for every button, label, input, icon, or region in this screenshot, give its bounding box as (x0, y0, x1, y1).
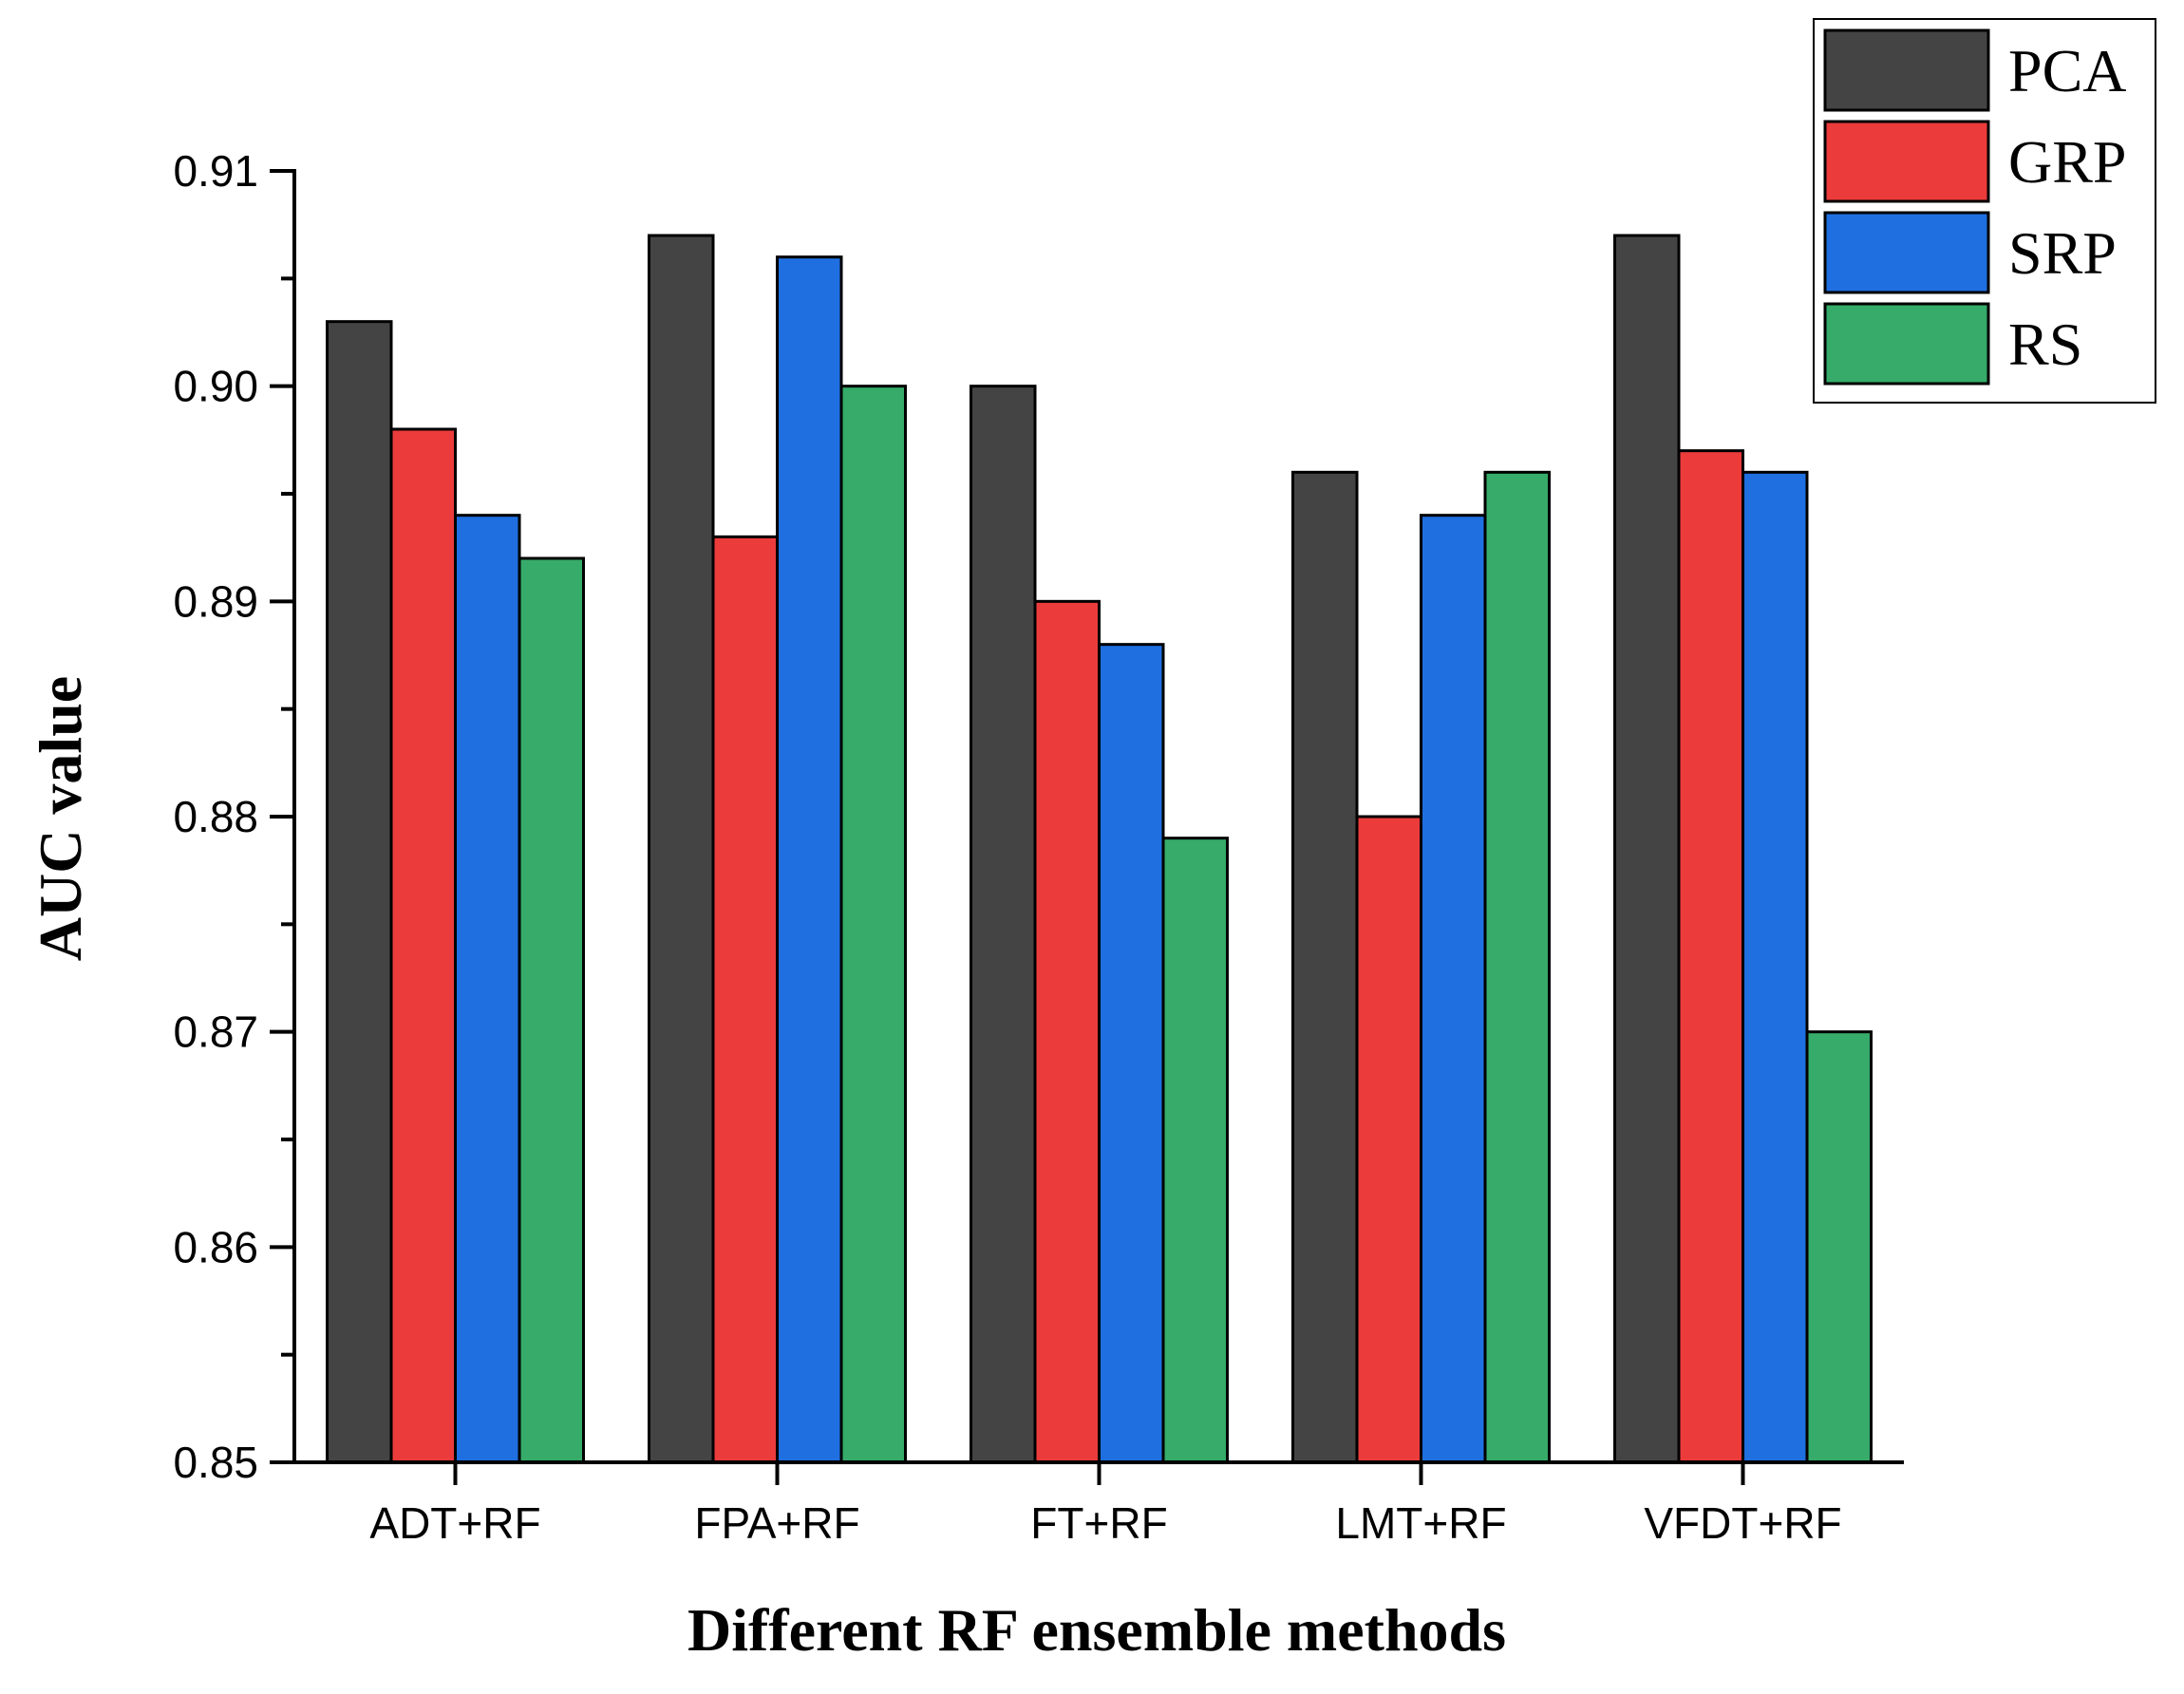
bars-group (326, 234, 1873, 1464)
bar-srp-ft-rf (1098, 643, 1165, 1464)
bar-srp-adt-rf (454, 514, 521, 1464)
y-axis-title: AUC value (27, 676, 94, 961)
y-ticks-group: 0.85 0.86 0.87 0.88 0.89 0.90 0.91 (173, 146, 294, 1487)
bar-srp-vfdt-rf (1742, 470, 1809, 1464)
bar-pca-lmt-rf (1291, 470, 1359, 1464)
legend-label-srp: SRP (2008, 219, 2117, 287)
x-ticks-group: ADT+RF FPA+RF FT+RF LMT+RF VFDT+RF (369, 1462, 1842, 1548)
legend: PCA GRP SRP RS (1813, 18, 2156, 404)
y-tick-label: 0.90 (173, 362, 258, 411)
legend-swatch-pca (1823, 28, 1990, 112)
x-tick-label: ADT+RF (369, 1498, 540, 1548)
y-tick-label: 0.87 (173, 1007, 258, 1057)
bar-grp-adt-rf (389, 427, 457, 1464)
y-tick-label: 0.91 (173, 146, 258, 196)
bar-rs-lmt-rf (1483, 470, 1551, 1464)
bar-grp-ft-rf (1033, 599, 1101, 1464)
x-tick-label: FT+RF (1030, 1498, 1167, 1548)
bar-pca-vfdt-rf (1613, 234, 1681, 1464)
bar-srp-lmt-rf (1420, 514, 1487, 1464)
x-axis-title: Different RF ensemble methods (687, 1596, 1506, 1664)
y-tick-label: 0.89 (173, 576, 258, 626)
legend-swatch-srp (1823, 211, 1990, 294)
x-tick-label: LMT+RF (1335, 1498, 1506, 1548)
bar-pca-fpa-rf (648, 234, 715, 1464)
bar-rs-ft-rf (1161, 837, 1229, 1464)
bar-rs-adt-rf (518, 556, 585, 1464)
y-tick-label: 0.88 (173, 792, 258, 841)
x-tick-label: FPA+RF (694, 1498, 859, 1548)
bar-pca-adt-rf (326, 320, 393, 1464)
legend-swatch-grp (1823, 120, 1990, 203)
bar-grp-lmt-rf (1355, 815, 1422, 1464)
bar-grp-fpa-rf (711, 535, 779, 1464)
x-tick-label: VFDT+RF (1644, 1498, 1841, 1548)
y-tick-label: 0.86 (173, 1222, 258, 1271)
bar-grp-vfdt-rf (1677, 449, 1744, 1464)
legend-swatch-rs (1823, 302, 1990, 386)
bar-pca-ft-rf (970, 385, 1037, 1464)
legend-label-rs: RS (2008, 311, 2082, 378)
legend-label-pca: PCA (2008, 37, 2127, 104)
y-tick-label: 0.85 (173, 1438, 258, 1487)
legend-label-grp: GRP (2008, 128, 2127, 196)
bar-rs-vfdt-rf (1805, 1030, 1873, 1464)
bar-srp-fpa-rf (776, 255, 843, 1464)
bar-rs-fpa-rf (839, 385, 907, 1464)
